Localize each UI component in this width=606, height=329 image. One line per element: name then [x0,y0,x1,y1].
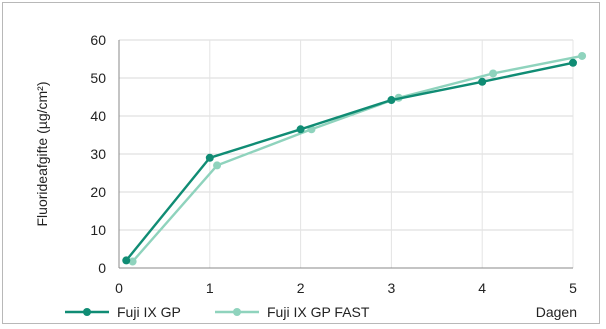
data-point-fuji-ix-gp-1 [205,153,214,162]
data-point-fuji-ix-gp-5 [569,58,577,67]
x-tick-2: 2 [297,280,305,296]
y-tick-0: 0 [98,260,106,276]
legend-label-fuji-ix-gp-fast: Fuji IX GP FAST [267,304,370,320]
axes [118,40,573,269]
y-tick-20: 20 [90,184,106,200]
legend-label-fuji-ix-gp: Fuji IX GP [117,304,181,320]
x-tick-4: 4 [478,280,486,296]
y-tick-10: 10 [90,222,106,238]
legend-item-fuji-ix-gp: Fuji IX GP [65,304,181,320]
data-point-fuji-ix-gp-4 [478,77,487,86]
grid-lines [119,39,574,268]
series-line-fuji-ix-gp-fast [131,54,583,263]
x-tick-3: 3 [388,280,396,296]
legend-item-fuji-ix-gp-fast: Fuji IX GP FAST [215,304,370,320]
x-tick-1: 1 [206,280,214,296]
y-tick-50: 50 [90,70,106,86]
chart-frame: 0 10 20 30 40 50 60 0 1 2 3 4 5 Fluorideafgifte (µg… [2,2,600,324]
y-tick-labels: 0 10 20 30 40 50 60 [90,32,106,276]
series-fuji-ix-gp [122,58,577,265]
y-axis-label: Fluorideafgifte (µg/cm²) [34,82,50,227]
series-fuji-ix-gp-fast [128,51,587,266]
x-tick-labels: 0 1 2 3 4 5 [115,280,577,296]
series-line-fuji-ix-gp [125,61,574,262]
data-point-fuji-ix-gp-2 [296,125,305,134]
data-point-fuji-ix-gp-fast-5 [578,51,587,60]
data-point-fuji-ix-gp-fast-4 [489,69,498,78]
y-tick-60: 60 [90,32,106,48]
data-point-fuji-ix-gp-3 [387,96,396,105]
data-point-fuji-ix-gp-fast-1 [213,161,222,170]
legend-swatch-marker-fuji-ix-gp-fast [233,308,241,316]
x-tick-0: 0 [115,280,123,296]
legend-swatch-marker-fuji-ix-gp [83,308,91,316]
y-tick-40: 40 [90,108,106,124]
data-point-fuji-ix-gp-0 [122,256,131,265]
legend: Fuji IX GP Fuji IX GP FAST [65,304,370,320]
series-layer [122,51,587,266]
x-axis-label: Dagen [536,304,577,320]
line-chart: 0 10 20 30 40 50 60 0 1 2 3 4 5 Fluorideafgifte (µg… [34,32,587,320]
x-tick-5: 5 [569,280,577,296]
data-point-fuji-ix-gp-fast-0 [128,257,137,266]
y-tick-30: 30 [90,146,106,162]
